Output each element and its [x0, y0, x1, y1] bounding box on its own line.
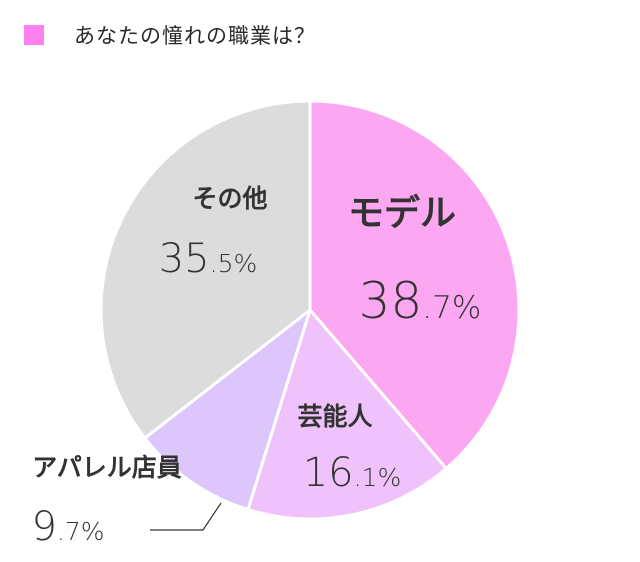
pie-slice-0 [308, 99, 521, 470]
slice-label-3: その他 [192, 184, 267, 213]
pie-slice-1 [246, 308, 448, 521]
slice-value-0: 38.7% [359, 272, 482, 330]
slice-label-1: 芸能人 [297, 402, 372, 431]
slice-label-0: モデル [348, 192, 456, 234]
chart-title: あなたの憧れの職業は？ [74, 24, 316, 48]
slice-value-1: 16.1% [303, 450, 402, 496]
pie-labels: モデル 38.7% 芸能人 16.1% アパレル店員 9.7% その他 35.5% [31, 184, 481, 550]
slice-label-2: アパレル店員 [32, 453, 182, 482]
pie-slices [99, 99, 521, 521]
slice-value-3: 35.5% [159, 236, 258, 282]
leader-line [150, 502, 222, 531]
pie-slice-3 [99, 99, 312, 440]
slice-value-2: 9.7% [31, 504, 104, 550]
legend-swatch [24, 25, 44, 45]
pie-slice-2 [143, 308, 312, 512]
legend: あなたの憧れの職業は？ [24, 20, 316, 50]
